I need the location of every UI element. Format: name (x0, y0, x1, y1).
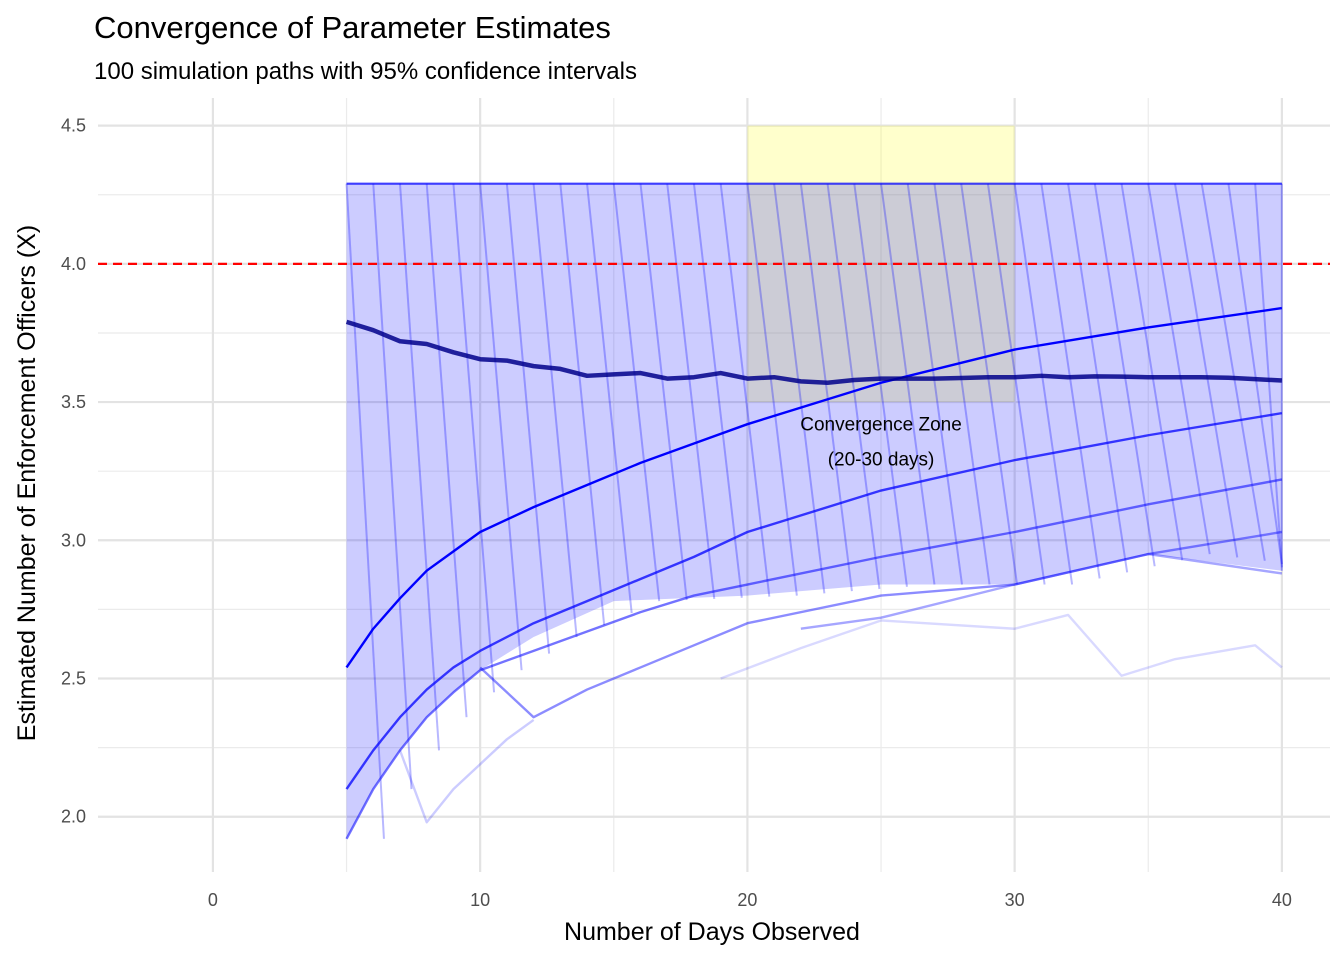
x-tick-label: 30 (1005, 890, 1025, 910)
interval-segment (532, 183, 578, 638)
sample-path-line (398, 718, 535, 824)
y-tick-label: 2.5 (61, 669, 86, 689)
interval-segment (880, 183, 936, 585)
x-tick-label: 10 (470, 890, 490, 910)
x-tick-label: 0 (208, 890, 218, 910)
interval-segment (1200, 183, 1266, 561)
y-tick-label: 4.0 (61, 254, 86, 274)
interval-segment (1040, 183, 1101, 579)
interval-segment (1174, 183, 1239, 558)
interval-segment (666, 183, 716, 600)
interval-segment (559, 183, 606, 626)
interval-segment (586, 183, 633, 614)
interval-segment (1227, 183, 1283, 565)
interval-segment (1013, 183, 1074, 585)
interval-segment (612, 183, 661, 602)
series-layer (345, 306, 1283, 840)
interval-segment (933, 183, 991, 585)
interval-segment (960, 183, 1019, 585)
y-tick-label: 3.0 (61, 530, 86, 550)
annotation-line: Convergence Zone (800, 414, 962, 435)
interval-segment (692, 183, 743, 598)
interval-segment (479, 183, 523, 671)
sample-path-line (800, 552, 1283, 630)
interval-segment (345, 183, 385, 839)
interval-segment (1147, 183, 1211, 555)
sample-path-line (345, 478, 1283, 840)
interval-segment (372, 183, 413, 790)
interval-segment (452, 183, 496, 693)
interval-segment (425, 183, 468, 718)
interval-segment (505, 183, 551, 654)
sample-path-line (479, 530, 1283, 719)
interval-segment (1120, 183, 1184, 561)
interval-segment (639, 183, 688, 601)
interval-segment (986, 183, 1046, 585)
sample-path-line (345, 306, 1283, 669)
y-axis-label: Estimated Number of Enforcement Officers… (13, 225, 41, 741)
annotation-line: (20-30 days) (828, 449, 935, 470)
x-tick-label: 20 (737, 890, 757, 910)
interval-segment (826, 183, 881, 590)
interval-segment (398, 183, 441, 751)
sample-path-line (720, 613, 1283, 680)
y-tick-label: 2.0 (61, 807, 86, 827)
interval-segment (853, 183, 908, 587)
y-tick-label: 3.5 (61, 392, 86, 412)
interval-segment (1254, 183, 1283, 568)
tick-labels: 0 10 20 30 40 2.0 2.5 3.0 3.5 4.0 4.5 (61, 116, 1292, 910)
x-axis-label: Number of Days Observed (564, 918, 860, 946)
interval-segment (906, 183, 963, 585)
chart-title: Convergence of Parameter Estimates (94, 10, 611, 45)
annotation: Convergence Zone (20-30 days) (800, 414, 962, 470)
interval-segment (799, 183, 853, 592)
sample-path-line (345, 411, 1283, 790)
x-tick-label: 40 (1272, 890, 1292, 910)
mean-estimate-line (345, 319, 1283, 385)
interval-segment (773, 183, 826, 594)
chart-subtitle: 100 simulation paths with 95% confidence… (94, 58, 637, 85)
interval-segment (746, 183, 798, 596)
y-tick-label: 4.5 (61, 116, 86, 136)
